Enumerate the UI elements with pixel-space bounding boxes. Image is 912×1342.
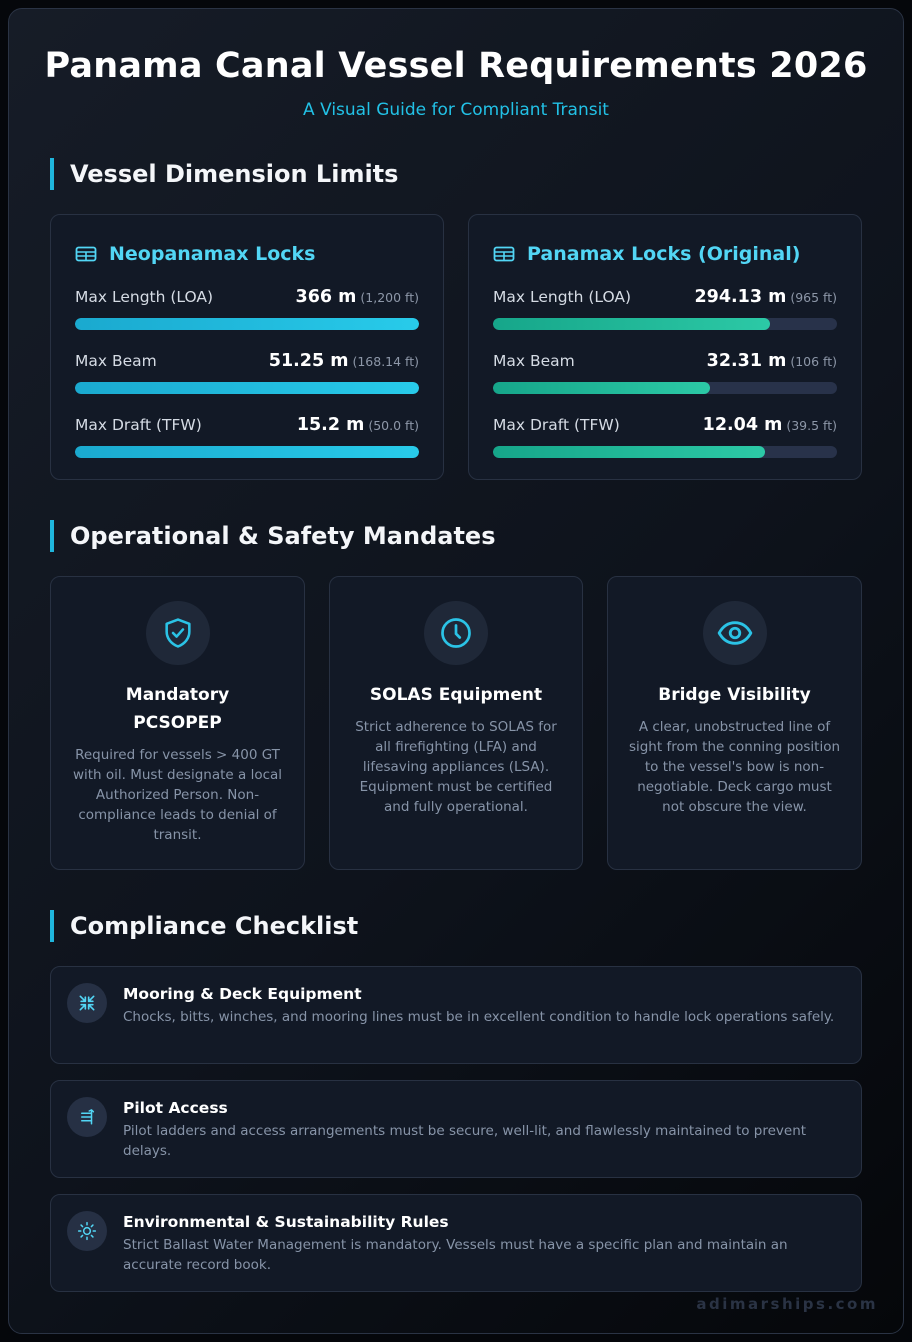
mandate-description: Required for vessels > 400 GT with oil. … bbox=[72, 747, 283, 843]
icon-circle bbox=[67, 1211, 107, 1251]
mandate-card-solas: SOLAS Equipment Strict adherence to SOLA… bbox=[329, 576, 583, 870]
icon-circle bbox=[67, 983, 107, 1023]
mandate-description: A clear, unobstructed line of sight from… bbox=[628, 719, 841, 815]
progress-fill bbox=[493, 446, 766, 458]
metric-imperial: (965 ft) bbox=[790, 290, 837, 305]
icon-circle bbox=[424, 601, 488, 665]
ship-icon bbox=[75, 246, 97, 262]
progress-track bbox=[75, 318, 419, 330]
metric-value: 12.04 m bbox=[702, 415, 783, 435]
icon-circle bbox=[145, 601, 210, 665]
metric-imperial: (39.5 ft) bbox=[786, 418, 837, 433]
neo-draft-metric: Max Draft (TFW) 15.2 m (50.0 ft) bbox=[75, 415, 419, 458]
metric-value: 51.25 m bbox=[268, 351, 349, 371]
progress-track bbox=[75, 382, 419, 394]
progress-fill bbox=[493, 318, 770, 330]
page-subtitle: A Visual Guide for Compliant Transit bbox=[303, 100, 609, 120]
eye-icon bbox=[717, 621, 752, 645]
metric-value: 15.2 m bbox=[296, 415, 365, 435]
progress-track bbox=[493, 382, 837, 394]
panamax-title: Panamax Locks (Original) bbox=[527, 243, 801, 265]
pan-beam-metric: Max Beam 32.31 m (106 ft) bbox=[493, 351, 837, 394]
checklist-item-pilot: Pilot Access Pilot ladders and access ar… bbox=[50, 1080, 862, 1178]
compress-arrows-icon bbox=[79, 995, 95, 1011]
clock-icon bbox=[441, 618, 471, 648]
metric-value: 294.13 m bbox=[694, 287, 787, 307]
mandate-title: SOLAS Equipment bbox=[369, 685, 543, 705]
watermark: adimarships.com bbox=[696, 1295, 878, 1313]
section-title-dimensions: Vessel Dimension Limits bbox=[50, 158, 398, 190]
section-title-mandates: Operational & Safety Mandates bbox=[50, 520, 495, 552]
progress-fill bbox=[493, 382, 710, 394]
icon-circle bbox=[67, 1097, 107, 1137]
progress-fill bbox=[75, 446, 419, 458]
checklist-description: Strict Ballast Water Management is manda… bbox=[123, 1237, 788, 1273]
metric-label: Max Length (LOA) bbox=[493, 288, 632, 306]
shield-check-icon bbox=[164, 618, 191, 648]
sun-icon bbox=[77, 1221, 97, 1241]
progress-track bbox=[493, 318, 837, 330]
mandate-card-bridge: Bridge Visibility A clear, unobstructed … bbox=[607, 576, 862, 870]
page-title: Panama Canal Vessel Requirements 2026 bbox=[44, 46, 868, 86]
mandate-title: Mandatory PCSOPEP bbox=[125, 685, 230, 733]
icon-circle bbox=[702, 601, 767, 665]
section-title-checklist: Compliance Checklist bbox=[50, 910, 358, 942]
checklist-item-environmental: Environmental & Sustainability Rules Str… bbox=[50, 1194, 862, 1292]
progress-track bbox=[493, 446, 837, 458]
neopanamax-title: Neopanamax Locks bbox=[109, 243, 316, 265]
mandate-card-pcsopep: Mandatory PCSOPEP Required for vessels >… bbox=[50, 576, 305, 870]
neo-beam-metric: Max Beam 51.25 m (168.14 ft) bbox=[75, 351, 419, 394]
metric-value: 32.31 m bbox=[706, 351, 787, 371]
mandate-title: Bridge Visibility bbox=[658, 685, 811, 705]
metric-label: Max Draft (TFW) bbox=[493, 416, 620, 434]
checklist-item-mooring: Mooring & Deck Equipment Chocks, bitts, … bbox=[50, 966, 862, 1064]
checklist-description: Chocks, bitts, winches, and mooring line… bbox=[123, 1009, 835, 1025]
metric-imperial: (50.0 ft) bbox=[368, 418, 419, 433]
metric-value: 366 m bbox=[295, 287, 357, 307]
mandate-description: Strict adherence to SOLAS for all firefi… bbox=[355, 719, 557, 815]
metric-label: Max Beam bbox=[493, 352, 575, 370]
neopanamax-header: Neopanamax Locks bbox=[75, 243, 315, 265]
ladder-icon bbox=[81, 1109, 95, 1125]
pan-length-metric: Max Length (LOA) 294.13 m (965 ft) bbox=[493, 287, 837, 330]
progress-track bbox=[75, 446, 419, 458]
checklist-title: Mooring & Deck Equipment bbox=[123, 985, 362, 1003]
metric-label: Max Length (LOA) bbox=[75, 288, 214, 306]
ship-icon bbox=[493, 246, 515, 262]
metric-imperial: (106 ft) bbox=[790, 354, 837, 369]
metric-imperial: (168.14 ft) bbox=[352, 354, 419, 369]
checklist-title: Environmental & Sustainability Rules bbox=[123, 1213, 449, 1231]
neopanamax-card: Neopanamax Locks Max Length (LOA) 366 m(… bbox=[50, 214, 444, 480]
progress-fill bbox=[75, 318, 419, 330]
neo-length-metric: Max Length (LOA) 366 m (1,200 ft) bbox=[75, 287, 419, 330]
checklist-title: Pilot Access bbox=[123, 1099, 228, 1117]
metric-imperial: (1,200 ft) bbox=[360, 290, 419, 305]
progress-fill bbox=[75, 382, 419, 394]
checklist-description: Pilot ladders and access arrangements mu… bbox=[123, 1123, 807, 1159]
panamax-header: Panamax Locks (Original) bbox=[493, 243, 800, 265]
metric-label: Max Draft (TFW) bbox=[75, 416, 202, 434]
pan-draft-metric: Max Draft (TFW) 12.04 m (39.5 ft) bbox=[493, 415, 837, 458]
metric-label: Max Beam bbox=[75, 352, 157, 370]
panamax-card: Panamax Locks (Original) Max Length (LOA… bbox=[468, 214, 862, 480]
